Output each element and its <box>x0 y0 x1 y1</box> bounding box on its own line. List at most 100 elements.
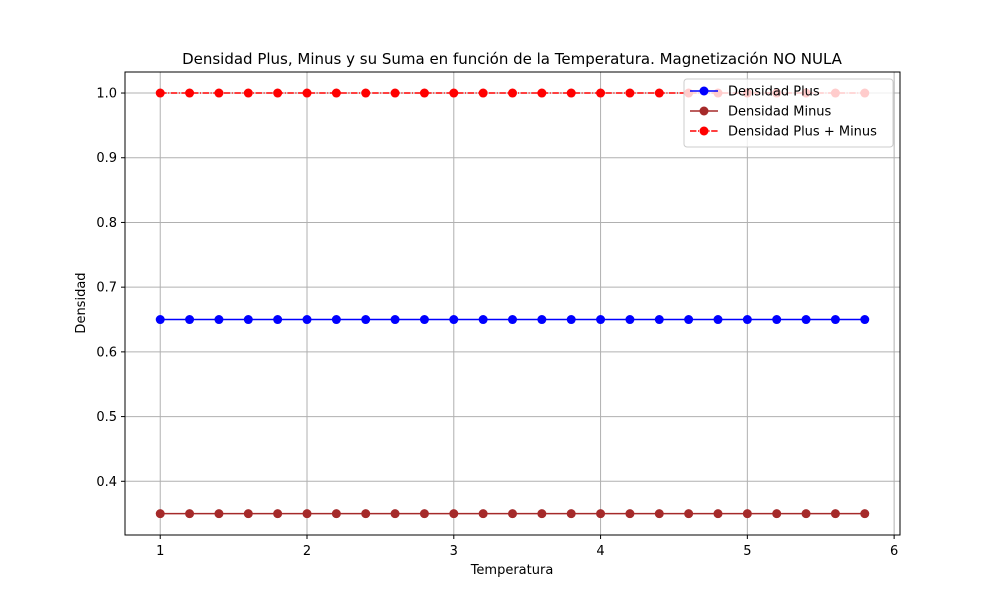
data-point <box>478 315 488 325</box>
data-point <box>331 88 341 98</box>
y-axis-label: Densidad <box>74 272 89 333</box>
data-point <box>654 509 664 519</box>
legend-marker <box>699 126 709 136</box>
y-tick-label: 0.9 <box>96 151 117 166</box>
data-point <box>742 509 752 519</box>
data-point <box>273 509 283 519</box>
data-point <box>390 315 400 325</box>
x-tick-label: 3 <box>450 544 458 559</box>
legend-label: Densidad Plus + Minus <box>728 125 877 140</box>
y-tick-label: 0.4 <box>96 475 117 490</box>
data-point <box>801 509 811 519</box>
data-point <box>654 88 664 98</box>
data-point <box>625 509 635 519</box>
y-tick-label: 0.7 <box>96 281 117 296</box>
legend-label: Densidad Minus <box>728 105 832 120</box>
data-point <box>596 509 606 519</box>
data-point <box>625 88 635 98</box>
data-point <box>772 315 782 325</box>
data-point <box>508 88 517 98</box>
data-point <box>361 315 371 325</box>
data-point <box>214 509 224 519</box>
legend-entry: Densidad Plus <box>690 85 820 100</box>
data-point <box>390 88 400 98</box>
data-point <box>713 315 723 325</box>
data-point <box>273 315 283 325</box>
axis-ticks: 1 2 3 4 5 6 0.4 0.5 0.6 0.7 0.8 0.9 1.0 <box>96 87 898 559</box>
data-point <box>185 88 195 98</box>
plot-area-frame <box>124 71 901 536</box>
legend-marker <box>699 86 709 96</box>
data-point <box>537 315 547 325</box>
data-point <box>185 509 195 519</box>
data-point <box>801 315 811 325</box>
series-2 <box>155 509 870 519</box>
data-point <box>331 315 341 325</box>
data-point <box>537 509 547 519</box>
data-point <box>155 315 165 325</box>
x-tick-label: 1 <box>156 544 164 559</box>
data-point <box>742 315 752 325</box>
data-point <box>214 88 224 98</box>
legend-entry: Densidad Plus + Minus <box>690 125 877 140</box>
data-point <box>302 509 312 519</box>
data-point <box>302 88 312 98</box>
data-point <box>155 509 165 519</box>
x-axis-label: Temperatura <box>470 563 554 578</box>
data-point <box>566 88 576 98</box>
data-point <box>566 509 576 519</box>
series-1 <box>155 315 870 325</box>
data-point <box>625 315 635 325</box>
data-point <box>508 509 517 519</box>
x-tick-label: 5 <box>743 544 751 559</box>
data-point <box>684 509 694 519</box>
data-point <box>478 509 488 519</box>
plot-series <box>155 88 870 519</box>
data-point <box>830 315 840 325</box>
data-point <box>155 88 165 98</box>
data-point <box>361 509 371 519</box>
data-point <box>654 315 664 325</box>
data-point <box>537 88 547 98</box>
x-tick-label: 6 <box>890 544 898 559</box>
legend-label: Densidad Plus <box>728 85 820 100</box>
data-point <box>860 315 870 325</box>
data-point <box>361 88 371 98</box>
data-point <box>566 315 576 325</box>
data-point <box>243 88 253 98</box>
data-point <box>419 509 429 519</box>
legend-marker <box>699 106 709 116</box>
data-point <box>713 509 723 519</box>
data-point <box>243 509 253 519</box>
data-point <box>331 509 341 519</box>
data-point <box>273 88 283 98</box>
data-point <box>478 88 488 98</box>
legend-entry: Densidad Minus <box>690 105 832 120</box>
data-point <box>684 315 694 325</box>
legend: Densidad Plus Densidad Minus Densidad Plus… <box>683 78 894 148</box>
data-point <box>302 315 312 325</box>
data-point <box>419 88 429 98</box>
x-tick-label: 4 <box>596 544 604 559</box>
y-tick-label: 0.5 <box>96 410 117 425</box>
data-point <box>243 315 253 325</box>
legend-box <box>683 78 894 148</box>
data-point <box>419 315 429 325</box>
x-tick-label: 2 <box>303 544 311 559</box>
data-point <box>508 315 517 325</box>
y-tick-label: 1.0 <box>96 87 117 102</box>
data-point <box>449 315 459 325</box>
data-point <box>390 509 400 519</box>
data-point <box>830 509 840 519</box>
y-tick-label: 0.8 <box>96 216 117 231</box>
data-point <box>860 509 870 519</box>
data-point <box>449 509 459 519</box>
chart-title: Densidad Plus, Minus y su Suma en funció… <box>182 50 843 68</box>
data-point <box>185 315 195 325</box>
y-tick-label: 0.6 <box>96 345 117 360</box>
data-point <box>596 315 606 325</box>
data-point <box>214 315 224 325</box>
data-point <box>596 88 606 98</box>
data-point <box>449 88 459 98</box>
